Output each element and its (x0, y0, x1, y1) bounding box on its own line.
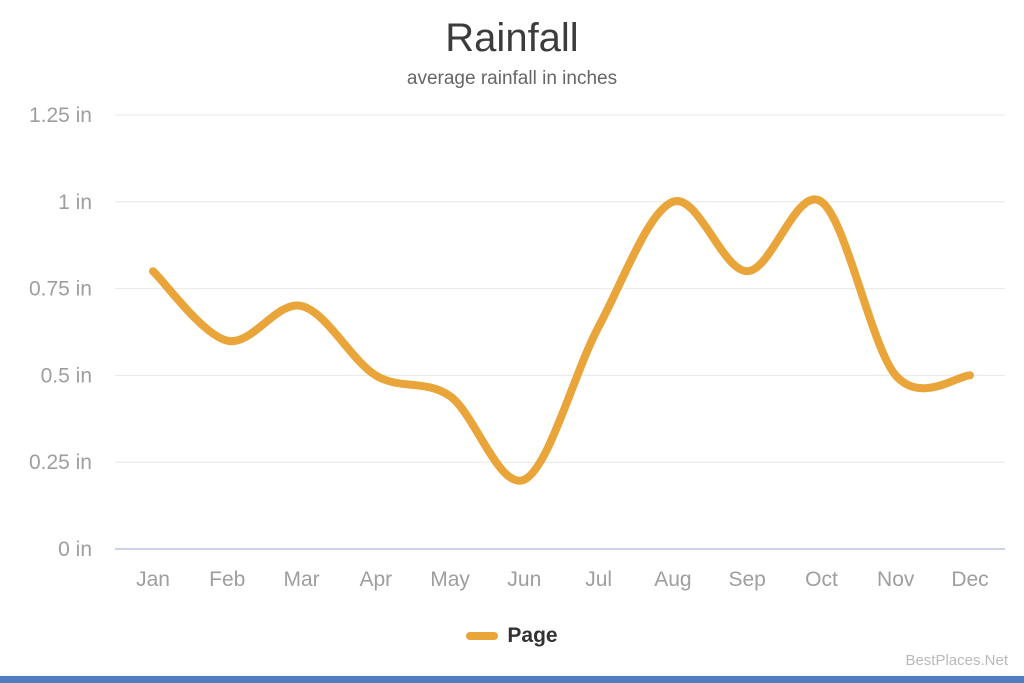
footer-bar (0, 676, 1024, 683)
x-tick-label: Sep (728, 568, 765, 591)
legend-series-label: Page (507, 624, 558, 647)
x-tick-label: Feb (209, 568, 245, 591)
y-tick-label: 0.75 in (29, 278, 92, 301)
x-tick-label: Jun (507, 568, 541, 591)
x-tick-label: Apr (359, 568, 392, 591)
x-tick-label: Dec (951, 568, 988, 591)
chart-title: Rainfall (445, 16, 579, 60)
y-tick-label: 0.25 in (29, 451, 92, 474)
chart-subtitle: average rainfall in inches (406, 68, 618, 89)
x-tick-label: Nov (877, 568, 915, 591)
legend-line-swatch (466, 632, 499, 640)
x-tick-label: Mar (283, 568, 319, 591)
watermark-text: BestPlaces.Net (905, 652, 1008, 669)
chart-legend: Page (0, 624, 1024, 648)
x-tick-label: Oct (805, 568, 838, 591)
x-tick-label: May (430, 568, 470, 591)
y-tick-label: 1.25 in (29, 104, 92, 127)
x-tick-label: Aug (654, 568, 691, 591)
y-tick-label: 0 in (58, 538, 92, 561)
x-tick-label: Jul (585, 568, 612, 591)
y-tick-label: 0.5 in (41, 364, 92, 387)
x-tick-label: Jan (136, 568, 170, 591)
y-tick-label: 1 in (58, 191, 92, 214)
rainfall-curve (149, 195, 974, 485)
